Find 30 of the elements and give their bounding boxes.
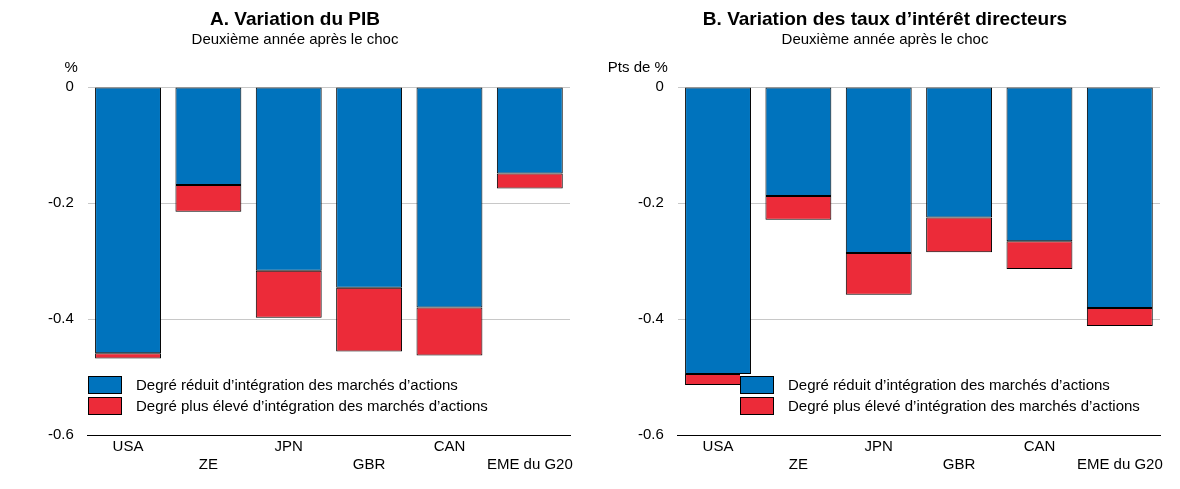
y-axis-title: % [64,57,78,75]
chart-subtitle: Deuxième année après le choc [780,30,990,47]
x-tick-label: EME du G20 [486,455,573,473]
x-tick-label: JPN [274,437,303,455]
x-tick-label: JPN [864,437,893,455]
x-tick-label: CAN [1023,437,1056,455]
y-tick-label: 0 [655,77,664,95]
y-tick-label: -0.4 [47,309,74,327]
x-tick-label: GBR [352,455,386,473]
y-tick-label: -0.6 [637,425,664,443]
legend-label: Degré réduit d’intégration des marchés d’actions [136,376,458,393]
chart-title: A. Variation du PIB [209,8,381,30]
y-tick-label: -0.4 [637,309,664,327]
legend-label: Degré plus élevé d’intégration des marchés d’actions [788,397,1140,414]
y-axis-title: Pts de % [607,57,668,75]
x-tick-label: ZE [788,455,808,473]
y-tick-label: 0 [65,77,74,95]
chart-title: B. Variation des taux d’intérêt directeurs [701,8,1069,30]
y-tick-label: -0.2 [47,193,74,211]
x-tick-label: CAN [433,437,466,455]
x-tick-label: EME du G20 [1076,455,1163,473]
legend-label: Degré plus élevé d’intégration des marchés d’actions [136,397,488,414]
chart-subtitle: Deuxième année après le choc [190,30,400,47]
x-tick-label: USA [112,437,144,455]
x-tick-label: USA [702,437,734,455]
y-tick-label: -0.2 [637,193,664,211]
x-tick-label: ZE [198,455,218,473]
y-tick-label: -0.6 [47,425,74,443]
legend-label: Degré réduit d’intégration des marchés d’actions [788,376,1110,393]
x-tick-label: GBR [942,455,976,473]
